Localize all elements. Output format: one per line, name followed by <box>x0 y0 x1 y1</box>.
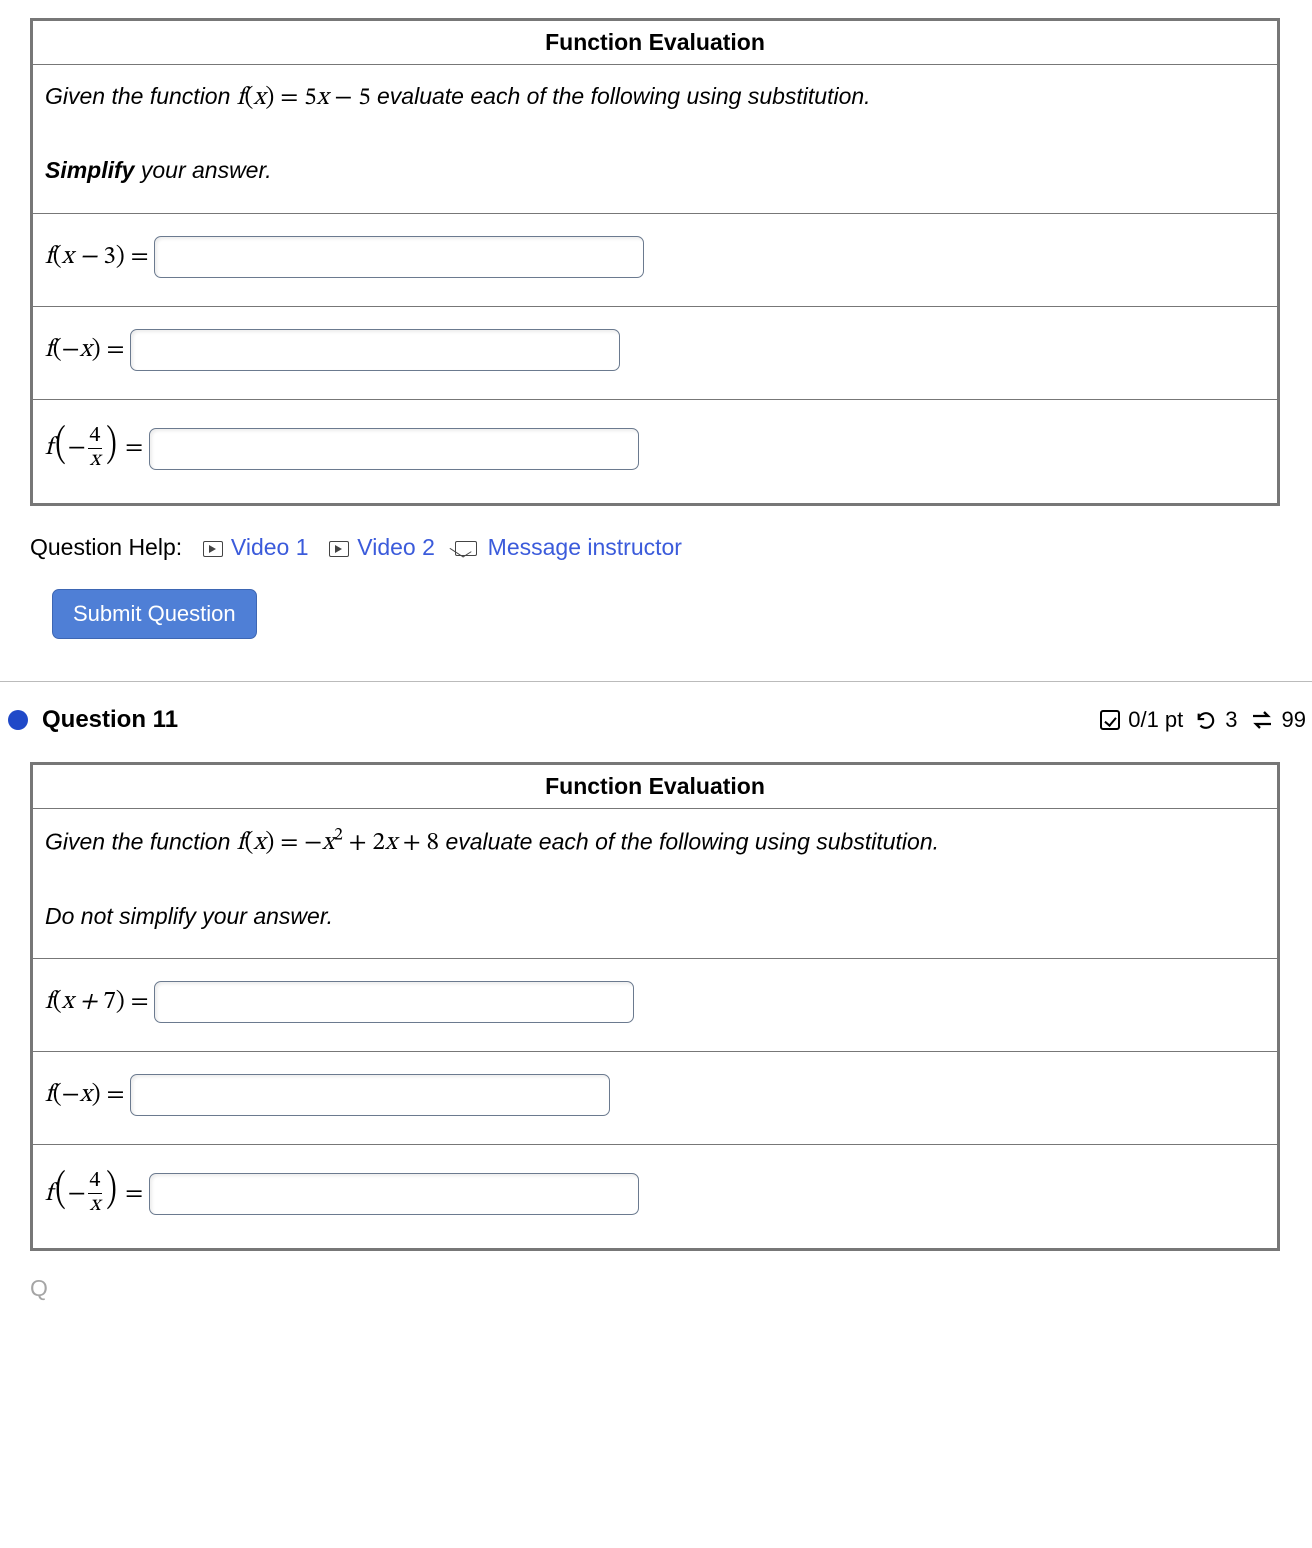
q11-table-title: Function Evaluation <box>32 764 1279 809</box>
q10-video1-link[interactable]: Video 1 <box>231 534 309 560</box>
q10-prompt-cell: Given the function f(x) = 5x − 5 evaluat… <box>32 65 1279 214</box>
q11-instr: Do not simplify your answer. <box>45 903 333 929</box>
q11-lhs-0: f(x + 7) = <box>45 990 149 1013</box>
q10-lhs-1: f(−x) = <box>45 338 124 361</box>
question-10-area: Function Evaluation Given the function f… <box>0 0 1312 639</box>
q10-message-link[interactable]: Message instructor <box>488 534 682 560</box>
q10-instr-rest: your answer. <box>134 157 271 183</box>
q10-row-1: f(−x) = <box>32 307 1279 400</box>
q10-help-label: Question Help: <box>30 534 182 560</box>
q11-given-fn: f(x) = −x2 + 2x + 8 <box>237 830 439 855</box>
q11-row-0: f(x + 7) = <box>32 959 1279 1052</box>
swap-icon <box>1250 709 1274 731</box>
q11-row-1: f(−x) = <box>32 1052 1279 1145</box>
q11-table: Function Evaluation Given the function f… <box>30 762 1280 1251</box>
q10-instr-strong: Simplify <box>45 157 134 183</box>
q10-video2-link[interactable]: Video 2 <box>357 534 435 560</box>
q10-lhs-2: f(−4x) = <box>45 436 143 459</box>
q11-lhs-1: f(−x) = <box>45 1083 124 1106</box>
q10-help-line: Question Help: Video 1 Video 2 Message i… <box>30 534 1312 561</box>
q11-retry-count: 3 <box>1225 707 1237 733</box>
q10-given-fn: f(x) = 5x − 5 <box>237 85 371 110</box>
q11-prompt-cell: Given the function f(x) = −x2 + 2x + 8 e… <box>32 809 1279 959</box>
question-11-area: Function Evaluation Given the function f… <box>0 758 1312 1302</box>
q11-answer-2[interactable] <box>149 1173 639 1215</box>
q10-given-post: evaluate each of the following using sub… <box>377 83 871 109</box>
q10-answer-1[interactable] <box>130 329 620 371</box>
q10-answer-2[interactable] <box>149 428 639 470</box>
checkbox-icon <box>1100 710 1120 730</box>
q11-lhs-2: f(−4x) = <box>45 1182 143 1205</box>
q10-row-2: f(−4x) = <box>32 400 1279 505</box>
q10-given-pre: Given the function <box>45 83 237 109</box>
q11-title[interactable]: Question 11 <box>42 706 178 734</box>
q11-answer-1[interactable] <box>130 1074 610 1116</box>
q11-header-left: Question 11 <box>8 706 178 734</box>
q11-points: 0/1 pt <box>1128 707 1183 733</box>
retry-icon <box>1195 709 1217 731</box>
q11-header-right: 0/1 pt 3 99 <box>1100 707 1306 733</box>
q11-given-post: evaluate each of the following using sub… <box>445 828 939 854</box>
q10-table-title: Function Evaluation <box>32 20 1279 65</box>
q10-table: Function Evaluation Given the function f… <box>30 18 1280 506</box>
q10-lhs-0: f(x − 3) = <box>45 245 149 268</box>
q11-help-line: Q <box>30 1275 1312 1302</box>
q11-answer-0[interactable] <box>154 981 634 1023</box>
q11-help-label: Q <box>30 1275 48 1301</box>
q11-attempts: 99 <box>1282 707 1306 733</box>
q11-given-pre: Given the function <box>45 828 237 854</box>
q11-row-2: f(−4x) = <box>32 1145 1279 1250</box>
status-dot-icon <box>8 710 28 730</box>
q11-header: Question 11 0/1 pt 3 99 <box>0 682 1308 758</box>
video-icon <box>329 541 349 557</box>
mail-icon <box>455 541 477 556</box>
q10-row-0: f(x − 3) = <box>32 214 1279 307</box>
submit-question-button[interactable]: Submit Question <box>52 589 257 639</box>
video-icon <box>203 541 223 557</box>
q10-answer-0[interactable] <box>154 236 644 278</box>
